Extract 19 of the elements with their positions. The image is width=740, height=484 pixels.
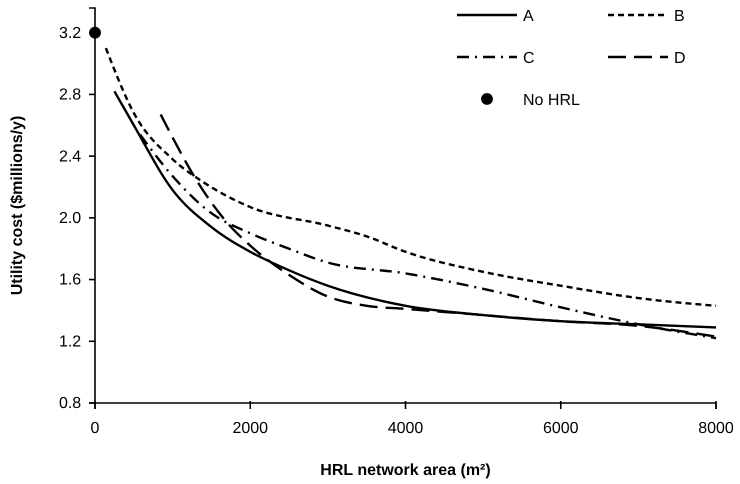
x-tick-label: 0 (90, 420, 100, 437)
y-tick-label: 2.0 (58, 210, 82, 227)
y-tick-label: 3.2 (58, 24, 82, 42)
y-tick-label: 2.8 (58, 86, 82, 104)
x-tick-label: 2000 (232, 420, 268, 437)
legend-label: D (674, 50, 686, 67)
legend-label: No HRL (523, 92, 580, 109)
legend-label: A (523, 8, 534, 25)
y-axis-title: Utility cost ($millions/y) (9, 116, 26, 296)
legend-label: C (523, 50, 535, 67)
x-tick-label: 8000 (698, 420, 734, 437)
legend-label: B (674, 8, 685, 25)
x-axis-title: HRL network area (m²) (320, 462, 491, 479)
y-tick-label: 2.4 (58, 148, 82, 166)
x-tick-label: 6000 (542, 420, 579, 437)
x-tick-label: 4000 (388, 420, 424, 437)
y-tick-label: 1.2 (58, 333, 82, 350)
y-tick-label: 0.8 (58, 395, 82, 412)
y-tick-label: 1.6 (58, 272, 82, 289)
